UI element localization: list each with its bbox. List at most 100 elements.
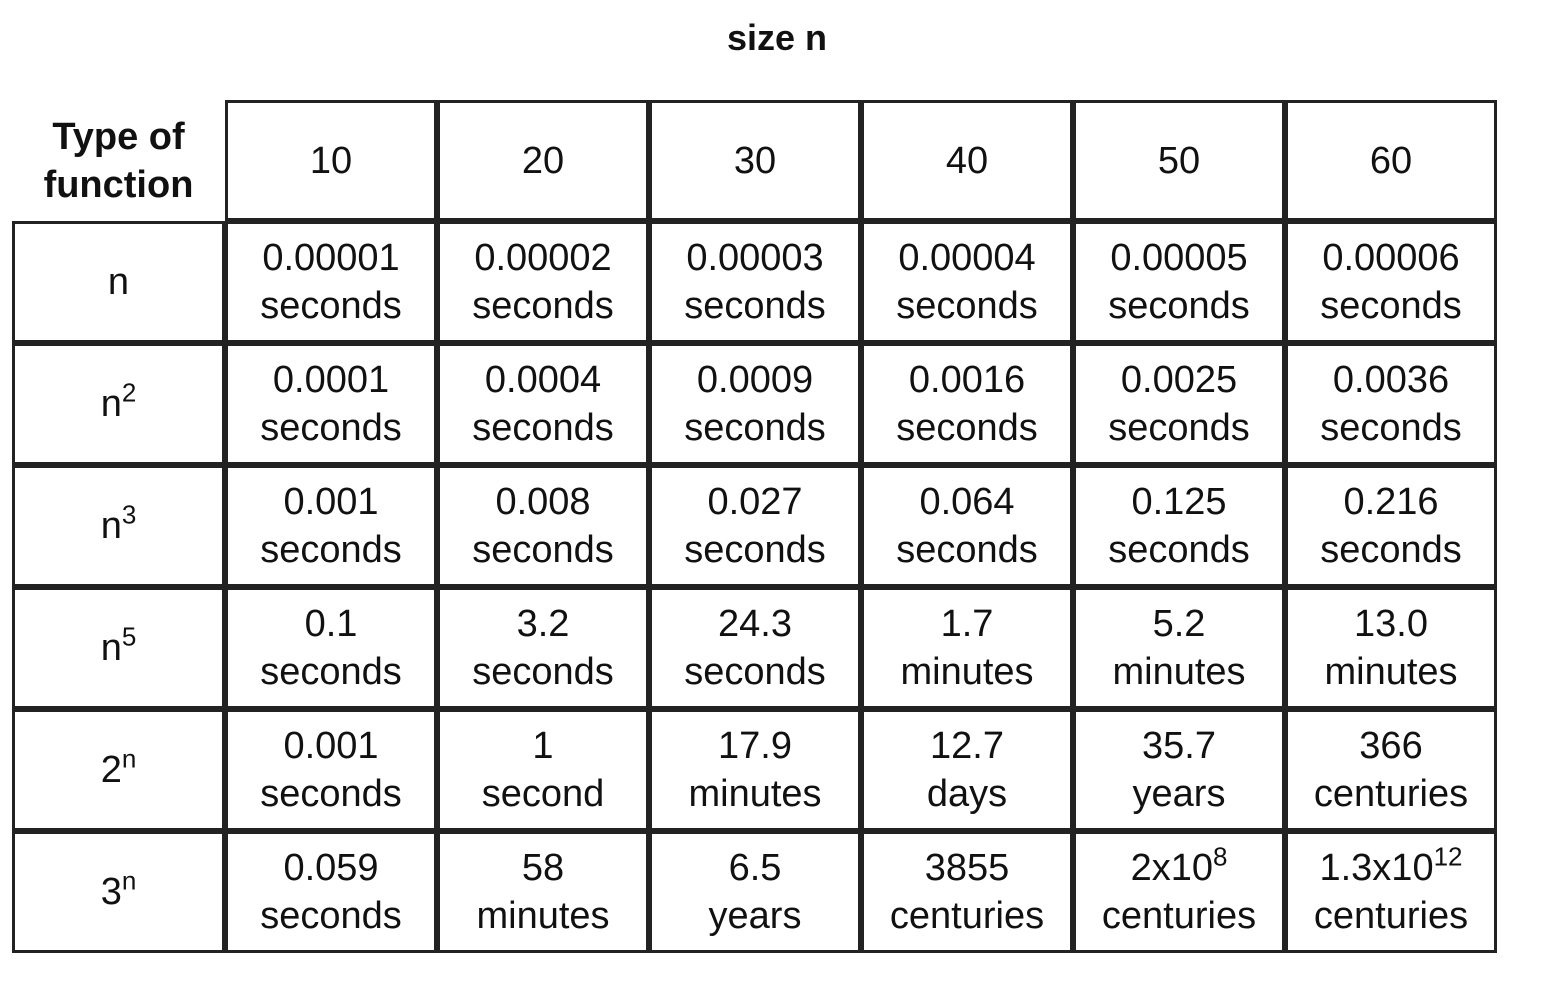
time-value-line: 0.00005 xyxy=(1078,234,1280,282)
time-value: 0.1 xyxy=(304,603,358,645)
time-unit: centuries xyxy=(1313,895,1469,937)
size-header-40: 40 xyxy=(861,100,1073,221)
time-value: 0.00001 xyxy=(262,237,400,279)
table-row: n5 0.1 seconds 3.2 seconds 24.3 seconds 1.7 minu… xyxy=(12,587,1497,709)
function-exponent: 2 xyxy=(121,377,137,408)
function-type-header: Type of function xyxy=(12,100,225,221)
time-cell: 0.00006 seconds xyxy=(1285,221,1497,343)
time-value-line: 0.001 xyxy=(230,478,432,526)
function-exponent: n xyxy=(121,743,137,774)
time-cell: 24.3 seconds xyxy=(649,587,861,709)
function-base: n xyxy=(107,261,130,303)
function-type-cell: n2 xyxy=(12,343,225,465)
time-value-line: 2x108 xyxy=(1078,844,1280,892)
time-value: 0.0025 xyxy=(1120,359,1238,401)
time-value-line: 0.00001 xyxy=(230,234,432,282)
function-base: n xyxy=(100,505,122,547)
time-cell: 0.0036 seconds xyxy=(1285,343,1497,465)
function-type-header-line2: function xyxy=(43,163,194,206)
time-cell: 0.001 seconds xyxy=(225,709,437,831)
time-unit: minutes xyxy=(1324,651,1458,693)
time-value-line: 12.7 xyxy=(866,722,1068,770)
time-value: 0.0001 xyxy=(272,359,390,401)
time-value: 0.0016 xyxy=(908,359,1026,401)
time-unit: seconds xyxy=(896,407,1038,449)
time-value-exponent: 12 xyxy=(1433,841,1463,872)
time-value: 6.5 xyxy=(728,847,782,889)
table-row: n2 0.0001 seconds 0.0004 seconds 0.0009 second… xyxy=(12,343,1497,465)
time-value: 0.059 xyxy=(283,847,379,889)
size-header-30: 30 xyxy=(649,100,861,221)
time-value-line: 366 xyxy=(1290,722,1492,770)
time-unit: second xyxy=(481,773,605,815)
time-value-line: 58 xyxy=(442,844,644,892)
time-cell: 3855 centuries xyxy=(861,831,1073,953)
time-value: 0.00006 xyxy=(1322,237,1460,279)
time-value-line: 0.0036 xyxy=(1290,356,1492,404)
function-type-cell: n xyxy=(12,221,225,343)
function-base: 2 xyxy=(100,749,122,791)
function-exponent: 3 xyxy=(121,499,137,530)
size-header-50: 50 xyxy=(1073,100,1285,221)
time-unit: seconds xyxy=(684,285,826,327)
time-unit: seconds xyxy=(472,529,614,571)
function-exponent: n xyxy=(121,865,137,896)
time-value-line: 3.2 xyxy=(442,600,644,648)
time-value: 58 xyxy=(521,847,565,889)
time-unit: minutes xyxy=(900,651,1034,693)
time-cell: 6.5 years xyxy=(649,831,861,953)
time-value-line: 0.064 xyxy=(866,478,1068,526)
time-cell: 1.7 minutes xyxy=(861,587,1073,709)
time-cell: 0.00001 seconds xyxy=(225,221,437,343)
time-unit: seconds xyxy=(472,285,614,327)
time-value: 0.0004 xyxy=(484,359,602,401)
time-cell: 58 minutes xyxy=(437,831,649,953)
time-cell: 0.1 seconds xyxy=(225,587,437,709)
time-cell: 0.064 seconds xyxy=(861,465,1073,587)
time-unit: minutes xyxy=(476,895,610,937)
time-value: 0.216 xyxy=(1343,481,1439,523)
time-value-line: 0.0016 xyxy=(866,356,1068,404)
time-value-line: 0.00002 xyxy=(442,234,644,282)
table-row: n3 0.001 seconds 0.008 seconds 0.027 seconds 0.… xyxy=(12,465,1497,587)
time-value: 5.2 xyxy=(1152,603,1206,645)
function-type-cell: n5 xyxy=(12,587,225,709)
time-unit: seconds xyxy=(260,895,402,937)
time-value: 2x10 xyxy=(1130,847,1213,889)
time-value: 0.00004 xyxy=(898,237,1036,279)
time-value-line: 24.3 xyxy=(654,600,856,648)
time-unit: centuries xyxy=(1101,895,1257,937)
time-unit: seconds xyxy=(260,285,402,327)
time-value: 13.0 xyxy=(1354,603,1428,645)
function-exponent: 5 xyxy=(121,621,137,652)
time-unit: seconds xyxy=(260,651,402,693)
function-base: n xyxy=(100,383,122,425)
table-row: 3n 0.059 seconds 58 minutes 6.5 years 3855 centu… xyxy=(12,831,1497,953)
header-row: Type of function 10 20 30 40 50 60 xyxy=(12,100,1497,221)
time-value: 1.3x10 xyxy=(1319,847,1434,889)
time-value: 0.0036 xyxy=(1332,359,1450,401)
time-value: 0.00005 xyxy=(1110,237,1248,279)
time-value-line: 0.001 xyxy=(230,722,432,770)
time-unit: centuries xyxy=(889,895,1045,937)
time-value-line: 35.7 xyxy=(1078,722,1280,770)
time-unit: seconds xyxy=(1108,407,1250,449)
function-type-cell: n3 xyxy=(12,465,225,587)
time-cell: 1 second xyxy=(437,709,649,831)
time-cell: 0.001 seconds xyxy=(225,465,437,587)
time-value-line: 3855 xyxy=(866,844,1068,892)
time-value: 0.027 xyxy=(707,481,803,523)
time-cell: 0.0001 seconds xyxy=(225,343,437,465)
time-value: 0.125 xyxy=(1131,481,1227,523)
time-unit: years xyxy=(708,895,802,937)
time-value-exponent: 8 xyxy=(1212,841,1228,872)
time-value: 0.064 xyxy=(919,481,1015,523)
time-value-line: 0.216 xyxy=(1290,478,1492,526)
time-unit: seconds xyxy=(260,529,402,571)
time-value-line: 0.0004 xyxy=(442,356,644,404)
time-value: 366 xyxy=(1359,725,1423,767)
time-value-line: 0.125 xyxy=(1078,478,1280,526)
time-cell: 0.00002 seconds xyxy=(437,221,649,343)
time-value: 24.3 xyxy=(718,603,792,645)
time-cell: 35.7 years xyxy=(1073,709,1285,831)
